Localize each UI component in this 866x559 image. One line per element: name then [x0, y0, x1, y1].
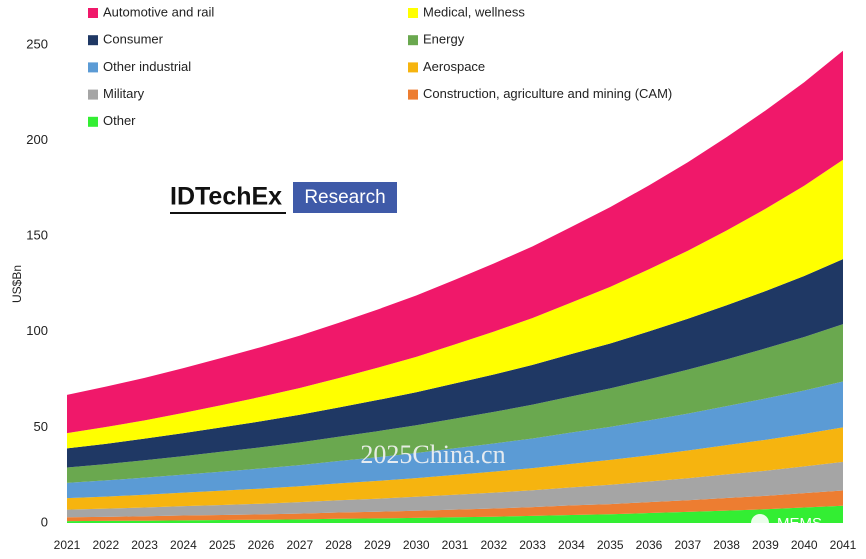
legend-label: Medical, wellness: [423, 4, 525, 19]
y-tick-label: 200: [26, 132, 48, 147]
x-tick-label: 2040: [791, 538, 818, 552]
x-tick-label: 2027: [286, 538, 313, 552]
area: [67, 427, 843, 510]
area: [67, 259, 843, 468]
watermark-icon: [751, 514, 769, 532]
x-tick-label: 2034: [558, 538, 585, 552]
area: [67, 461, 843, 518]
y-tick-label: 50: [34, 419, 48, 434]
area: [67, 324, 843, 483]
y-tick-label: 150: [26, 228, 48, 243]
legend-swatch: [408, 89, 418, 100]
x-tick-label: 2028: [325, 538, 352, 552]
y-tick-label: 250: [26, 36, 48, 51]
legend-label: Military: [103, 86, 145, 101]
legend-swatch: [88, 89, 98, 100]
x-tick-label: 2031: [442, 538, 469, 552]
x-tick-label: 2033: [519, 538, 546, 552]
x-tick-label: 2021: [54, 538, 81, 552]
x-tick-label: 2038: [713, 538, 740, 552]
x-tick-label: 2039: [752, 538, 779, 552]
y-tick-label: 100: [26, 323, 48, 338]
legend-label: Consumer: [103, 32, 164, 47]
logo-text: IDTechEx: [170, 183, 282, 211]
x-tick-label: 2036: [636, 538, 663, 552]
legend-swatch: [88, 116, 98, 127]
legend-label: Energy: [423, 32, 465, 47]
legend-label: Other: [103, 113, 136, 128]
area: [67, 50, 843, 434]
logo-text: Research: [304, 187, 385, 208]
legend-label: Other industrial: [103, 59, 191, 74]
y-axis-label: US$Bn: [10, 265, 24, 303]
x-tick-label: 2032: [480, 538, 507, 552]
x-tick-label: 2026: [248, 538, 275, 552]
x-tick-label: 2041: [830, 538, 857, 552]
legend-label: Construction, agriculture and mining (CA…: [423, 86, 672, 101]
logo-box: [293, 182, 397, 213]
x-tick-label: 2029: [364, 538, 391, 552]
x-tick-label: 2037: [674, 538, 701, 552]
area: [67, 159, 843, 449]
y-tick-label: 0: [41, 514, 48, 529]
legend-swatch: [408, 62, 418, 73]
x-tick-label: 2024: [170, 538, 197, 552]
area: [67, 505, 843, 523]
plot-area: 0 50 100 150 200 250 2021 2022 2023 2024 2025 2026 2…: [26, 36, 856, 552]
legend-label: Automotive and rail: [103, 4, 214, 19]
overlay: IDTechEx Research 2025China.cn MEMS: [170, 182, 822, 532]
x-tick-label: 2035: [597, 538, 624, 552]
x-tick-label: 2022: [92, 538, 119, 552]
legend-swatch: [88, 62, 98, 73]
x-tick-label: 2025: [209, 538, 236, 552]
legend-swatch: [408, 35, 418, 46]
watermark: MEMS: [777, 515, 822, 532]
area: [67, 490, 843, 522]
x-tick-label: 2030: [403, 538, 430, 552]
legend-swatch: [408, 8, 418, 18]
x-tick-label: 2023: [131, 538, 158, 552]
area: [67, 381, 843, 499]
watermark: 2025China.cn: [360, 440, 505, 469]
legend-label: Aerospace: [423, 59, 485, 74]
legend-swatch: [88, 35, 98, 46]
legend-swatch: [88, 8, 98, 18]
